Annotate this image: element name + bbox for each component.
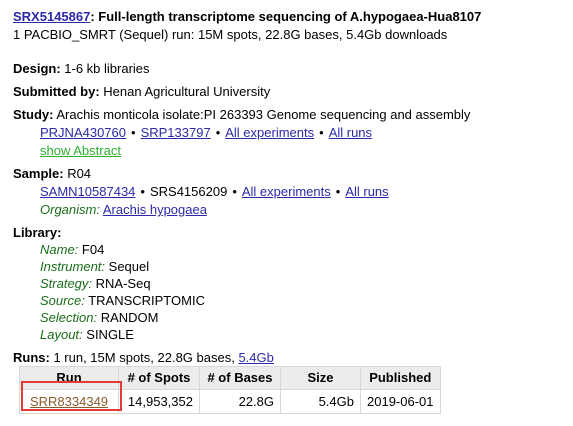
sample-links: SAMN10587434 • SRS4156209 • All experiments •…: [40, 184, 563, 200]
column-header-size: Size: [280, 366, 361, 390]
submitted-label: Submitted by:: [13, 84, 100, 99]
sample-value: R04: [63, 166, 92, 181]
experiment-title-text: : Full-length transcriptome sequencing o…: [90, 9, 482, 24]
library-field-key: Strategy:: [40, 276, 93, 291]
page-title: SRX5145867: Full-length transcriptome se…: [13, 9, 563, 25]
library-field: Instrument: Sequel: [40, 259, 563, 275]
sample-all-experiments-link[interactable]: All experiments: [241, 184, 331, 199]
bioproject-link[interactable]: PRJNA430760: [40, 125, 126, 140]
design-value: 1-6 kb libraries: [60, 61, 150, 76]
design-label: Design:: [13, 61, 61, 76]
study-label: Study:: [13, 107, 54, 122]
library-field-value: TRANSCRIPTOMIC: [84, 293, 205, 308]
library-field-key: Source:: [40, 293, 85, 308]
bullet: •: [232, 184, 237, 199]
runs-table-header: Run # of Spots # of Bases Size Published: [19, 366, 441, 390]
library-field-key: Layout:: [40, 327, 83, 342]
library-field: Selection: RANDOM: [40, 310, 563, 326]
library-field: Name: F04: [40, 242, 563, 258]
library-field-key: Instrument:: [40, 259, 106, 274]
library-field-value: F04: [78, 242, 105, 257]
biosample-link[interactable]: SAMN10587434: [40, 184, 136, 199]
column-header-spots: # of Spots: [118, 366, 200, 390]
table-row: SRR8334349 14,953,352 22.8G 5.4Gb 2019-0…: [19, 389, 441, 414]
study-all-runs-link[interactable]: All runs: [328, 125, 373, 140]
sample-all-runs-link[interactable]: All runs: [345, 184, 389, 199]
run-accession-link[interactable]: SRR8334349: [29, 393, 109, 409]
library-field-value: Sequel: [105, 259, 150, 274]
column-header-bases: # of Bases: [199, 366, 281, 390]
experiment-accession-link[interactable]: SRX5145867: [13, 9, 91, 24]
library-row: Library:: [13, 225, 563, 241]
run-summary-text: 1 PACBIO_SMRT (Sequel) run: 15M spots, 2…: [13, 27, 448, 42]
library-label: Library:: [13, 225, 62, 240]
organism-link[interactable]: Arachis hypogaea: [102, 202, 207, 217]
library-field-value: RNA-Seq: [92, 276, 151, 291]
bullet: •: [131, 125, 136, 140]
runs-download-link[interactable]: 5.4Gb: [238, 350, 274, 365]
srs-accession: SRS4156209: [149, 184, 228, 199]
bullet: •: [215, 125, 221, 140]
srp-link[interactable]: SRP133797: [140, 125, 211, 140]
show-abstract-link[interactable]: show Abstract: [40, 143, 121, 158]
column-header-published: Published: [360, 366, 441, 390]
experiment-page: SRX5145867: Full-length transcriptome se…: [13, 9, 563, 366]
published-cell: 2019-06-01: [360, 389, 441, 414]
submitted-value: Henan Agricultural University: [99, 84, 271, 99]
bases-cell: 22.8G: [199, 389, 281, 414]
organism-row: Organism: Arachis hypogaea: [40, 202, 563, 218]
spots-cell: 14,953,352: [118, 389, 200, 414]
study-value: Arachis monticola isolate:PI 263393 Geno…: [53, 107, 471, 122]
size-cell: 5.4Gb: [280, 389, 361, 414]
library-field-value: RANDOM: [97, 310, 159, 325]
runs-row: Runs: 1 run, 15M spots, 22.8G bases, 5.4…: [13, 350, 563, 366]
library-field-value: SINGLE: [82, 327, 134, 342]
bullet: •: [335, 184, 341, 199]
study-links: PRJNA430760 • SRP133797 • All experiments • Al…: [40, 125, 563, 141]
bullet: •: [140, 184, 145, 199]
library-field: Source: TRANSCRIPTOMIC: [40, 293, 563, 309]
bullet: •: [319, 125, 324, 140]
runs-label: Runs:: [13, 350, 50, 365]
organism-label: Organism:: [40, 202, 100, 217]
runs-table: Run # of Spots # of Bases Size Published…: [19, 366, 441, 414]
runs-summary: 1 run, 15M spots, 22.8G bases,: [49, 350, 239, 365]
study-all-experiments-link[interactable]: All experiments: [225, 125, 315, 140]
library-field: Strategy: RNA-Seq: [40, 276, 563, 292]
run-cell: SRR8334349: [19, 389, 119, 414]
library-field-key: Selection:: [40, 310, 98, 325]
sample-label: Sample:: [13, 166, 64, 181]
sample-row: Sample: R04: [13, 166, 563, 182]
library-field-key: Name:: [40, 242, 79, 257]
library-field: Layout: SINGLE: [40, 327, 563, 343]
column-header-run: Run: [19, 366, 119, 390]
submitted-row: Submitted by: Henan Agricultural Univers…: [13, 84, 563, 100]
study-row: Study: Arachis monticola isolate:PI 2633…: [13, 107, 563, 123]
show-abstract-row: show Abstract: [40, 143, 563, 159]
design-row: Design: 1-6 kb libraries: [13, 61, 563, 77]
